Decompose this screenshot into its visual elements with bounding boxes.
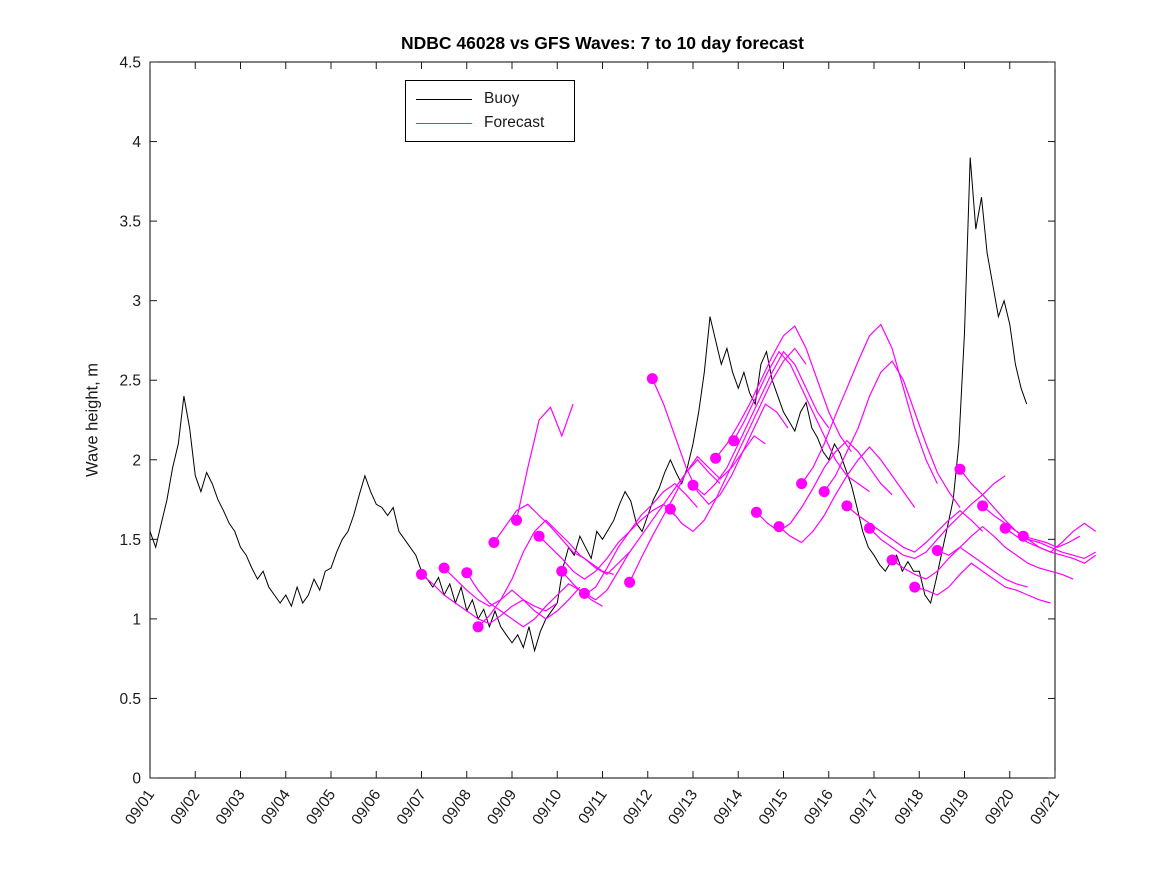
y-axis-label: Wave height, m — [83, 362, 102, 478]
x-tick-label: 09/15 — [756, 787, 792, 829]
forecast-start-marker — [954, 463, 966, 475]
legend: Buoy Forecast — [405, 80, 575, 142]
forecast-start-marker — [533, 530, 545, 542]
forecast-start-marker — [1017, 530, 1029, 542]
x-tick-label: 09/13 — [665, 787, 701, 829]
forecast-start-marker — [664, 503, 676, 515]
y-tick-label: 0.5 — [119, 691, 141, 708]
forecast-start-marker — [461, 567, 473, 579]
forecast-start-marker — [864, 522, 875, 534]
forecast-line — [538, 503, 676, 580]
forecast-line — [937, 525, 1074, 580]
plot-box — [149, 61, 1056, 779]
forecast-start-marker — [886, 554, 898, 566]
y-tick-label: 4.5 — [119, 55, 141, 72]
forecast-start-marker — [416, 568, 427, 580]
buoy-line-sample — [416, 98, 472, 100]
forecast-line — [801, 323, 938, 484]
x-tick-label: 09/19 — [937, 787, 973, 829]
y-tick-label: 1 — [132, 611, 141, 628]
forecast-start-marker — [488, 537, 500, 548]
x-tick-label: 09/18 — [891, 787, 927, 829]
legend-entry-forecast: Forecast — [406, 111, 574, 135]
forecast-start-marker — [750, 506, 762, 518]
forecast-line — [823, 360, 961, 508]
forecast-start-marker — [931, 545, 943, 556]
forecast-start-marker — [773, 521, 785, 533]
legend-label-buoy: Buoy — [484, 90, 520, 107]
x-tick-label: 09/11 — [575, 787, 611, 828]
forecast-line — [493, 503, 631, 576]
forecast-line — [692, 350, 830, 496]
forecast-start-marker — [556, 565, 568, 577]
x-tick-label: 09/10 — [529, 786, 565, 828]
x-tick-label: 09/05 — [303, 787, 339, 829]
buoy-line — [149, 157, 1028, 653]
y-tick-label: 4 — [132, 134, 141, 151]
forecast-start-marker — [578, 587, 590, 599]
forecast-line — [669, 347, 807, 533]
forecast-line — [584, 458, 721, 601]
forecast-line — [715, 325, 852, 459]
forecast-start-marker — [687, 479, 699, 491]
forecast-line — [515, 403, 574, 521]
x-tick-label: 09/17 — [846, 787, 882, 829]
forecast-line — [477, 519, 614, 628]
x-tick-label: 09/20 — [982, 786, 1018, 828]
x-tick-label: 09/06 — [348, 787, 384, 829]
forecast-start-marker — [841, 500, 853, 512]
x-tick-label: 09/21 — [1027, 787, 1063, 829]
forecast-start-marker — [796, 478, 808, 490]
legend-entry-buoy: Buoy — [406, 87, 574, 111]
chart-title: NDBC 46028 vs GFS Waves: 7 to 10 day for… — [401, 33, 804, 53]
forecast-line — [914, 562, 1051, 604]
forecast-start-marker — [999, 522, 1011, 534]
forecast-start-marker — [511, 514, 522, 526]
forecast-line-sample — [416, 122, 472, 124]
y-tick-label: 0 — [132, 771, 141, 788]
forecast-line — [982, 505, 1096, 560]
y-tick-label: 2.5 — [119, 373, 141, 390]
x-tick-label: 09/16 — [801, 787, 837, 829]
forecast-start-marker — [472, 621, 484, 633]
forecast-line — [755, 439, 893, 533]
forecast-line — [891, 546, 1028, 588]
x-tick-label: 09/01 — [122, 787, 158, 829]
x-tick-label: 09/08 — [439, 787, 475, 829]
y-tick-label: 2 — [132, 452, 141, 469]
forecast-start-marker — [977, 500, 989, 512]
forecast-line — [1023, 535, 1081, 548]
forecast-line — [421, 573, 558, 625]
x-tick-label: 09/04 — [258, 786, 294, 828]
x-tick-label: 09/02 — [167, 787, 203, 829]
forecast-start-marker — [728, 435, 740, 447]
forecast-start-marker — [438, 562, 450, 574]
forecast-start-marker — [909, 581, 921, 593]
x-tick-label: 09/07 — [394, 787, 430, 829]
forecast-start-marker — [710, 452, 722, 464]
forecast-line — [651, 378, 789, 506]
forecast-line — [443, 567, 581, 620]
forecast-line — [778, 446, 916, 544]
x-tick-label: 09/03 — [213, 787, 249, 829]
forecast-start-marker — [646, 373, 658, 385]
x-tick-label: 09/12 — [620, 787, 656, 829]
forecast-start-marker — [818, 486, 830, 498]
legend-label-forecast: Forecast — [484, 114, 545, 131]
forecast-start-marker — [624, 576, 636, 588]
y-tick-label: 3.5 — [119, 214, 141, 231]
y-tick-label: 1.5 — [119, 532, 141, 549]
x-tick-label: 09/14 — [710, 786, 746, 828]
x-tick-label: 09/09 — [484, 787, 520, 829]
forecast-line — [733, 350, 870, 493]
y-tick-label: 3 — [132, 293, 141, 310]
